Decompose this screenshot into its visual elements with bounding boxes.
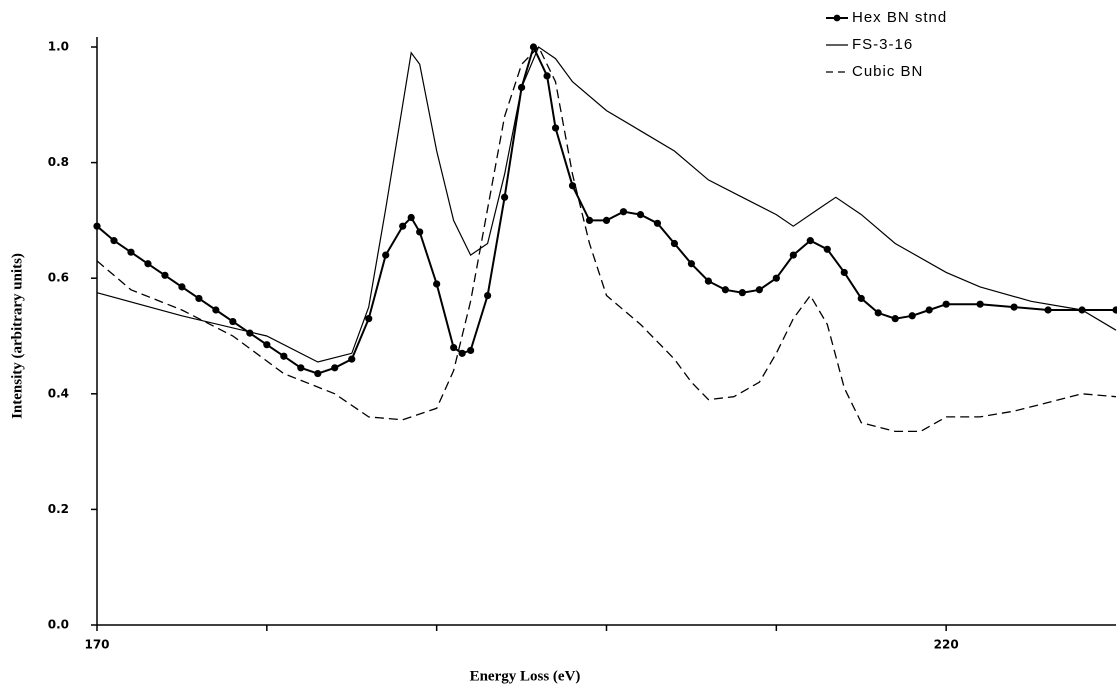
data-point [755, 286, 763, 294]
data-point [297, 364, 305, 372]
data-point [365, 315, 373, 323]
legend-label: FS-3-16 [852, 36, 913, 53]
data-point [399, 222, 407, 230]
legend-label: Cubic BN [852, 63, 923, 80]
data-point [585, 216, 594, 224]
data-point [636, 211, 645, 219]
data-point [874, 309, 882, 317]
x-tick-label: 220 [934, 638, 959, 652]
data-point [93, 222, 101, 230]
data-point [840, 268, 848, 277]
data-point [161, 271, 169, 279]
data-point [704, 277, 713, 285]
data-point [212, 306, 220, 314]
data-point [416, 228, 424, 236]
data-point [1112, 306, 1117, 314]
data-point [551, 124, 560, 132]
data-point [721, 286, 729, 294]
data-point [433, 280, 441, 288]
data-point [857, 294, 865, 303]
data-point [942, 300, 950, 308]
legend-marker [833, 14, 841, 22]
data-point [619, 208, 628, 216]
data-point [568, 182, 577, 190]
data-point [144, 260, 152, 268]
series-line [96, 46, 1117, 363]
y-tick-label: 1.0 [48, 40, 69, 54]
data-point [806, 237, 814, 245]
data-point [687, 260, 696, 268]
data-point [110, 237, 118, 245]
data-point [263, 341, 271, 349]
y-tick-label: 0.4 [48, 386, 69, 400]
data-point [407, 213, 415, 222]
y-tick-label: 0.6 [48, 271, 69, 285]
data-point [772, 274, 780, 282]
legend-label: Hex BN stnd [852, 9, 947, 26]
data-point [602, 216, 611, 224]
data-point [229, 317, 237, 326]
data-point [501, 193, 509, 201]
data-point [653, 219, 662, 227]
data-point [467, 346, 475, 355]
data-point [976, 300, 984, 308]
data-point [823, 245, 831, 253]
data-point [738, 289, 746, 297]
data-point [908, 312, 916, 320]
data-point [314, 369, 322, 378]
data-point [891, 315, 899, 323]
data-point [789, 251, 797, 259]
data-point [382, 251, 390, 259]
y-tick-label: 0.2 [48, 502, 69, 516]
series-line [96, 45, 1117, 433]
data-point [178, 283, 186, 291]
data-point [529, 43, 538, 51]
data-point [280, 352, 288, 360]
x-tick-label: 170 [84, 638, 109, 652]
data-point [543, 72, 551, 80]
data-point [458, 349, 466, 357]
data-point [195, 294, 203, 303]
y-axis-title: Intensity (arbitrary units) [9, 253, 25, 419]
y-tick-label: 0.8 [48, 155, 69, 169]
series-line [96, 44, 1116, 375]
data-point [1010, 303, 1018, 311]
data-point [127, 248, 135, 256]
x-axis-title: Energy Loss (eV) [470, 668, 581, 684]
data-point [331, 364, 339, 372]
data-point [925, 306, 933, 314]
data-point [1044, 306, 1052, 314]
y-tick-label: 0.0 [48, 618, 69, 632]
data-point [484, 291, 492, 300]
data-point [450, 343, 458, 352]
data-point [348, 355, 356, 363]
data-point [670, 239, 679, 248]
